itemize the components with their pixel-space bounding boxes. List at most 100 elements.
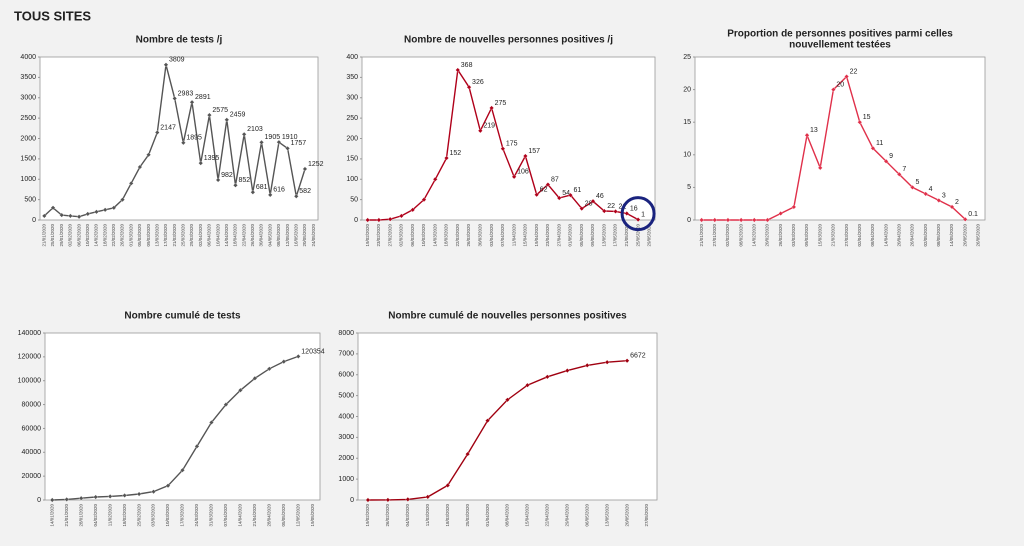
data-label: 54 [562,190,570,197]
y-tick-label: 25 [683,54,691,61]
chart-title: nouvellement testées [789,40,891,51]
point [137,164,143,170]
y-tick-label: 80000 [22,401,42,408]
x-tick-label: 14/04/2020 [883,224,888,247]
point [568,192,573,198]
data-label: 175 [506,141,518,148]
x-tick-label: 15/03/2020 [817,224,822,247]
point [76,214,82,220]
data-label: 1395 [204,155,220,162]
x-tick-label: 06/04/2020 [207,224,212,247]
point [267,192,273,198]
data-label: 3 [942,192,946,199]
point [738,217,744,223]
point [215,177,221,183]
point [136,491,142,497]
point [93,494,99,500]
x-tick-label: 29/01/2020 [59,224,64,247]
point [624,211,630,216]
x-tick-label: 08/04/2020 [505,504,510,527]
x-tick-label: 18/03/2020 [444,224,449,247]
y-tick-label: 0 [687,217,691,224]
data-label: 4 [929,186,933,193]
x-tick-label: 20/05/2020 [962,224,967,247]
x-tick-label: 26/02/2020 [120,224,125,247]
x-tick-label: 06/03/2020 [410,224,415,247]
x-tick-label: 02/02/2020 [68,224,73,247]
data-label: 22 [607,203,615,210]
x-tick-label: 13/03/2020 [154,224,159,247]
point [712,217,718,223]
point [844,74,850,79]
x-tick-label: 03/03/2020 [791,224,796,247]
point [936,198,942,203]
point [293,193,299,199]
plot-frame [357,332,658,501]
data-label: 15 [863,114,871,121]
x-tick-label: 26/02/2020 [778,224,783,247]
point [376,217,382,223]
y-tick-label: 1000 [20,176,36,183]
x-tick-label: 03/04/2020 [489,224,494,247]
point [751,217,757,223]
y-tick-label: 1000 [338,476,354,483]
x-tick-label: 24/03/2020 [194,504,199,527]
x-tick-label: 30/03/2020 [478,224,483,247]
point [883,158,889,164]
y-tick-label: 6000 [338,372,354,379]
point [699,217,705,223]
point [206,112,212,118]
data-label: 681 [256,184,268,191]
point [778,211,784,216]
data-label: 46 [596,193,604,200]
x-tick-label: 07/04/2020 [500,224,505,247]
x-tick-label: 19/02/2020 [365,224,370,247]
point [870,145,876,151]
series-line [367,360,628,501]
x-tick-label: 12/05/2020 [285,224,290,247]
highlight-circle [620,196,656,232]
x-tick-label: 18/02/2020 [122,504,127,527]
y-tick-label: 2500 [20,115,36,122]
point [165,483,171,489]
point [180,467,185,473]
y-tick-label: 3500 [20,74,36,81]
y-tick-label: 20 [683,86,691,93]
point [601,208,607,214]
y-tick-label: 2000 [20,135,36,142]
point [233,182,238,188]
y-tick-label: 40000 [22,449,42,456]
point [500,146,506,152]
point [444,155,449,161]
point [67,213,73,219]
data-label: 2575 [212,107,228,114]
point [522,153,528,159]
point [385,497,391,503]
point [896,171,902,177]
point [804,132,810,138]
x-tick-label: 13/05/2020 [604,504,609,527]
plot-frame [39,56,319,221]
point [94,209,99,215]
x-tick-label: 02/02/2020 [725,224,730,247]
x-tick-label: 08/02/2020 [738,224,743,247]
x-tick-label: 11/02/2020 [107,504,112,527]
x-tick-label: 27/05/2020 [644,504,649,527]
x-tick-label: 21/01/2020 [42,224,47,247]
chart-title: Proportion de personnes positives parmi … [727,29,953,40]
y-tick-label: 50 [350,196,358,203]
x-tick-label: 25/03/2020 [181,224,186,247]
x-tick-label: 14/03/2020 [432,224,437,247]
point [466,84,472,90]
y-tick-label: 140000 [18,330,41,337]
point [241,131,247,137]
x-tick-label: 17/03/2020 [163,224,168,247]
point [432,176,438,182]
x-tick-label: 01/03/2020 [128,224,133,247]
point [613,209,618,214]
point [194,443,200,449]
y-tick-label: 0 [32,217,36,224]
point [237,387,243,393]
point [266,366,272,372]
point [477,128,483,134]
